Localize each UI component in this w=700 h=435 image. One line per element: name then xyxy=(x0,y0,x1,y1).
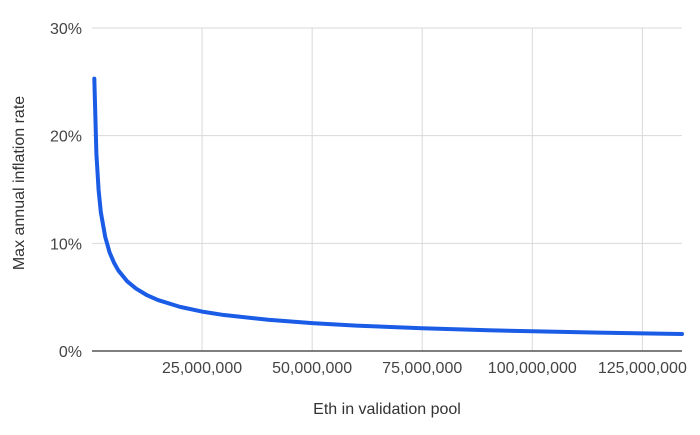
y-tick-label: 20% xyxy=(50,129,82,146)
x-tick-label: 50,000,000 xyxy=(272,360,352,377)
x-tick-label: 25,000,000 xyxy=(162,360,242,377)
x-tick-label: 75,000,000 xyxy=(382,360,462,377)
y-tick-label: 30% xyxy=(50,21,82,38)
tick-labels: 0% 10% 20% 30% 25,000,000 50,000,000 75,000,00… xyxy=(50,21,687,377)
grid xyxy=(92,27,682,351)
series-layer xyxy=(92,76,684,336)
y-axis-label: Max annual inflation rate xyxy=(11,96,28,270)
x-tick-label: 100,000,000 xyxy=(488,360,577,377)
y-tick-label: 0% xyxy=(59,344,82,361)
x-tick-label: 125,000,000 xyxy=(598,360,687,377)
y-tick-label: 10% xyxy=(50,236,82,253)
series-line xyxy=(92,76,684,336)
x-axis-label: Eth in validation pool xyxy=(313,401,461,418)
